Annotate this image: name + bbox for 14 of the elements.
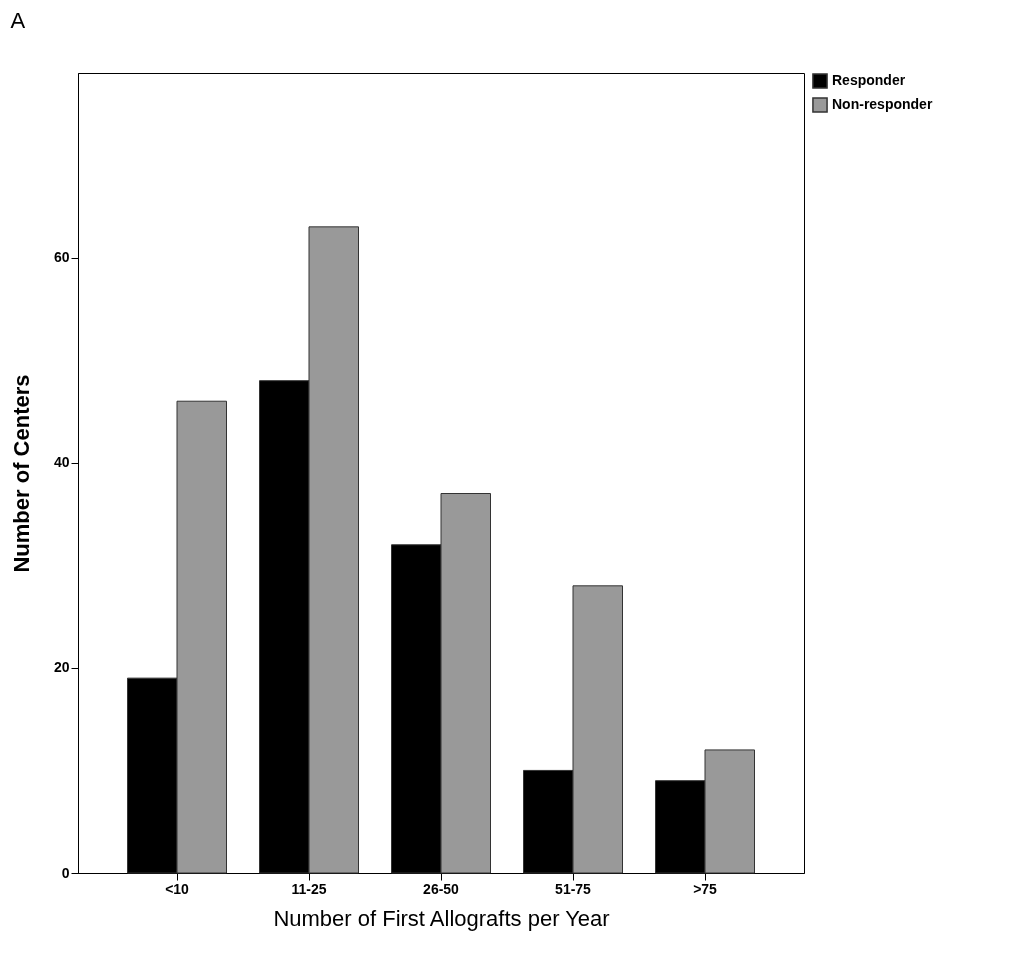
y-axis-title: Number of Centers	[8, 374, 34, 573]
x-tick-label: <10	[165, 880, 190, 897]
legend-label: Non-responder	[832, 96, 933, 112]
y-tick-label: 20	[53, 659, 70, 676]
legend-label: Responder	[832, 72, 906, 88]
y-tick-label: 0	[61, 864, 70, 881]
x-tick-label: 51-75	[555, 880, 592, 897]
x-tick-label: >75	[693, 880, 718, 897]
x-tick-label: 11-25	[291, 880, 327, 897]
y-tick-label: 60	[53, 249, 70, 266]
y-tick-label: 40	[53, 454, 70, 471]
x-tick-label: 26-50	[423, 880, 460, 897]
text: A	[10, 8, 26, 33]
x-axis-title: Number of First Allografts per Year	[273, 905, 610, 931]
